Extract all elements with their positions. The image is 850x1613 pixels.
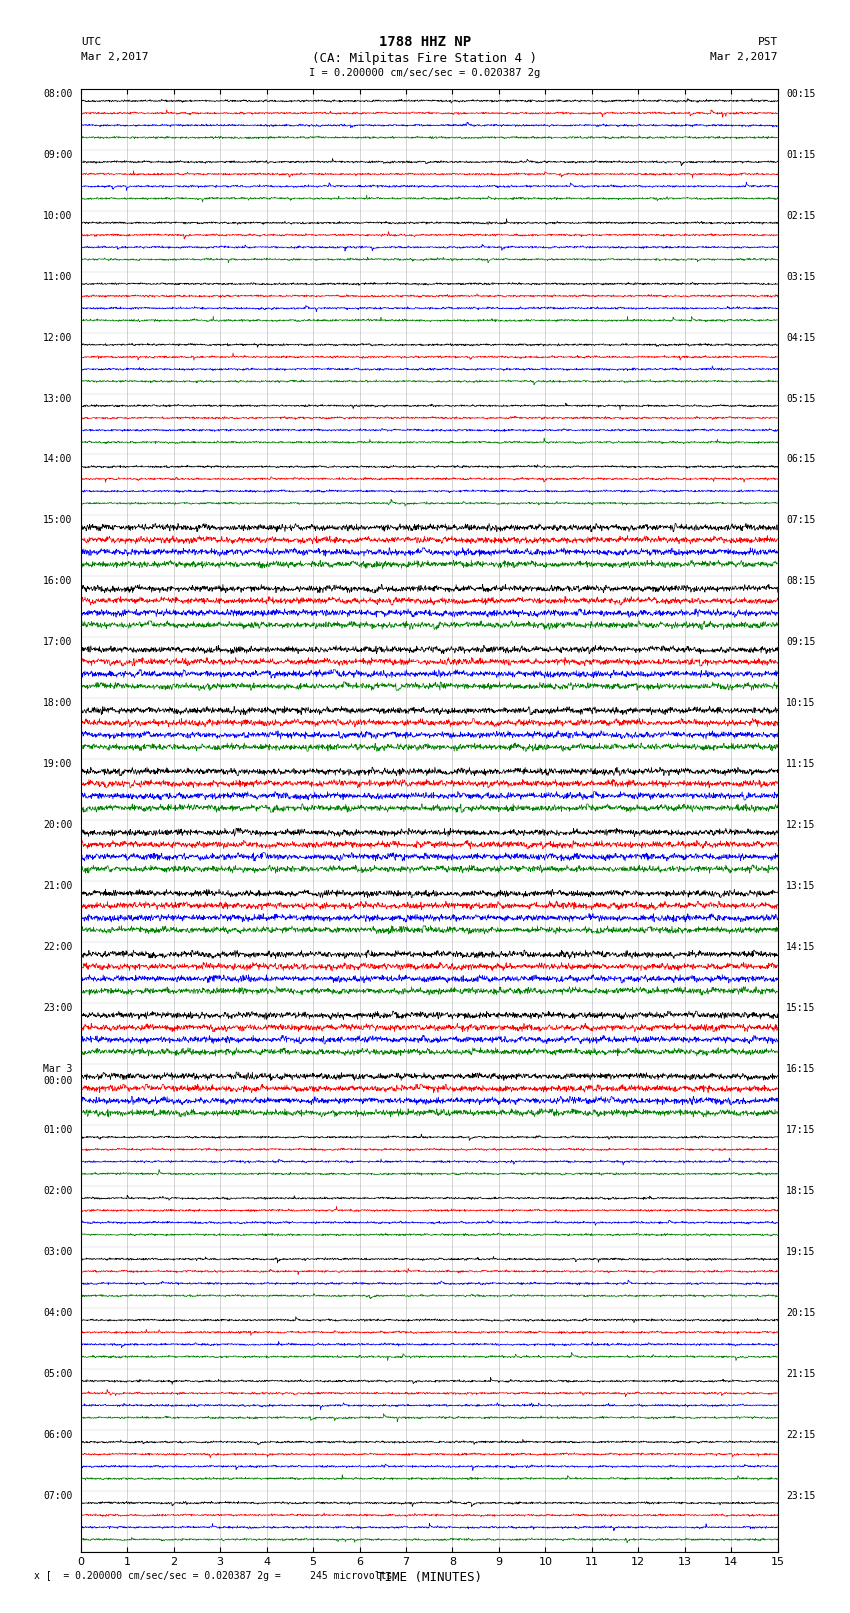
Text: 23:15: 23:15 — [786, 1490, 815, 1500]
Text: 04:00: 04:00 — [43, 1308, 72, 1318]
Text: 14:00: 14:00 — [43, 455, 72, 465]
Text: 03:15: 03:15 — [786, 271, 815, 282]
Text: 21:15: 21:15 — [786, 1369, 815, 1379]
Text: 05:15: 05:15 — [786, 394, 815, 403]
Text: 15:00: 15:00 — [43, 516, 72, 526]
Text: I = 0.200000 cm/sec/sec = 0.020387 2g: I = 0.200000 cm/sec/sec = 0.020387 2g — [309, 68, 541, 77]
Text: 23:00: 23:00 — [43, 1003, 72, 1013]
Text: PST: PST — [757, 37, 778, 47]
Text: 18:00: 18:00 — [43, 698, 72, 708]
Text: 08:15: 08:15 — [786, 576, 815, 587]
Text: 17:00: 17:00 — [43, 637, 72, 647]
Text: 22:15: 22:15 — [786, 1429, 815, 1440]
Text: 18:15: 18:15 — [786, 1186, 815, 1195]
Text: 20:00: 20:00 — [43, 821, 72, 831]
Text: 17:15: 17:15 — [786, 1124, 815, 1136]
Text: (CA: Milpitas Fire Station 4 ): (CA: Milpitas Fire Station 4 ) — [313, 52, 537, 65]
Text: 02:15: 02:15 — [786, 211, 815, 221]
Text: 16:15: 16:15 — [786, 1065, 815, 1074]
Text: 02:00: 02:00 — [43, 1186, 72, 1195]
Text: 09:15: 09:15 — [786, 637, 815, 647]
Text: Mar 2,2017: Mar 2,2017 — [711, 52, 778, 61]
Text: 09:00: 09:00 — [43, 150, 72, 160]
Text: 01:15: 01:15 — [786, 150, 815, 160]
Text: 19:15: 19:15 — [786, 1247, 815, 1257]
Text: 05:00: 05:00 — [43, 1369, 72, 1379]
X-axis label: TIME (MINUTES): TIME (MINUTES) — [377, 1571, 482, 1584]
Text: 00:15: 00:15 — [786, 89, 815, 98]
Text: 10:15: 10:15 — [786, 698, 815, 708]
Text: 14:15: 14:15 — [786, 942, 815, 952]
Text: 22:00: 22:00 — [43, 942, 72, 952]
Text: 01:00: 01:00 — [43, 1124, 72, 1136]
Text: 06:15: 06:15 — [786, 455, 815, 465]
Text: 10:00: 10:00 — [43, 211, 72, 221]
Text: 15:15: 15:15 — [786, 1003, 815, 1013]
Text: 07:00: 07:00 — [43, 1490, 72, 1500]
Text: 12:00: 12:00 — [43, 332, 72, 342]
Text: 13:15: 13:15 — [786, 881, 815, 890]
Text: 08:00: 08:00 — [43, 89, 72, 98]
Text: 12:15: 12:15 — [786, 821, 815, 831]
Text: 16:00: 16:00 — [43, 576, 72, 587]
Text: Mar 3
00:00: Mar 3 00:00 — [43, 1065, 72, 1086]
Text: 03:00: 03:00 — [43, 1247, 72, 1257]
Text: 20:15: 20:15 — [786, 1308, 815, 1318]
Text: 19:00: 19:00 — [43, 760, 72, 769]
Text: 1788 HHZ NP: 1788 HHZ NP — [379, 35, 471, 50]
Text: 13:00: 13:00 — [43, 394, 72, 403]
Text: 11:15: 11:15 — [786, 760, 815, 769]
Text: 11:00: 11:00 — [43, 271, 72, 282]
Text: 06:00: 06:00 — [43, 1429, 72, 1440]
Text: 21:00: 21:00 — [43, 881, 72, 890]
Text: 04:15: 04:15 — [786, 332, 815, 342]
Text: UTC: UTC — [81, 37, 101, 47]
Text: Mar 2,2017: Mar 2,2017 — [81, 52, 148, 61]
Text: 07:15: 07:15 — [786, 516, 815, 526]
Text: x [  = 0.200000 cm/sec/sec = 0.020387 2g =     245 microvolts.: x [ = 0.200000 cm/sec/sec = 0.020387 2g … — [34, 1571, 399, 1581]
